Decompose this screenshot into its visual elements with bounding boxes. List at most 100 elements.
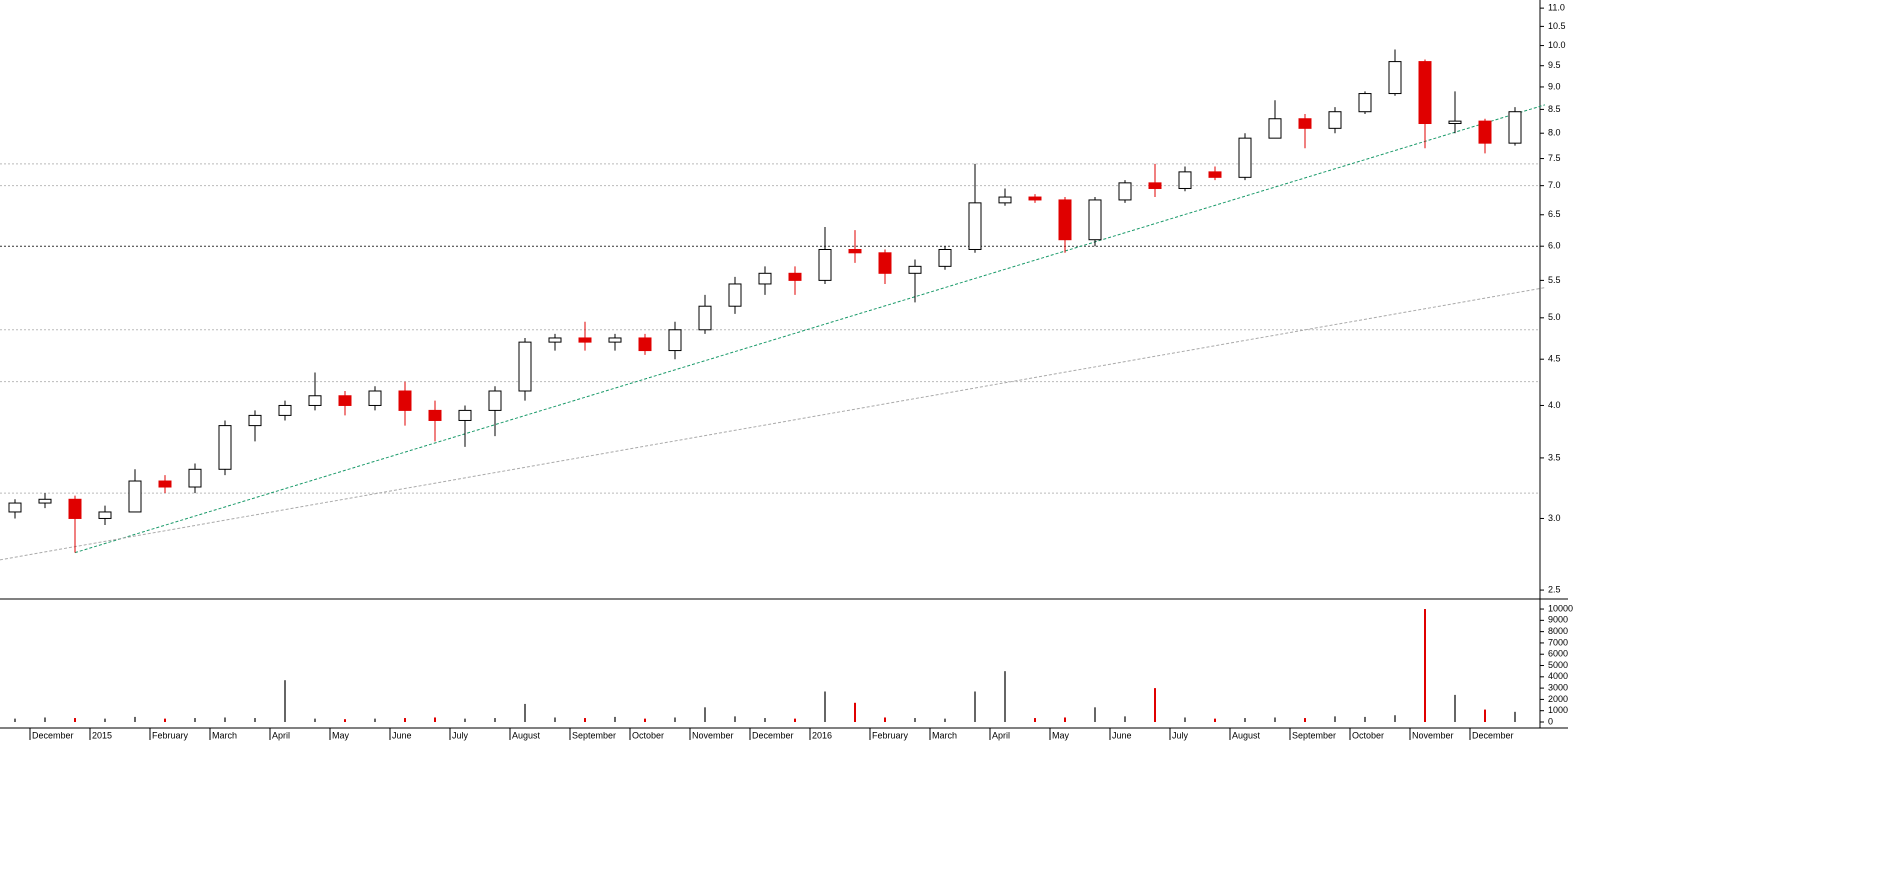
volume-tick-label: 3000 <box>1548 682 1568 692</box>
y-tick-label: 11.0 <box>1548 3 1565 13</box>
candle-body <box>128 480 142 513</box>
volume-bar <box>74 718 76 722</box>
candle-body <box>308 395 322 406</box>
volume-bar <box>224 717 226 722</box>
volume-bar <box>644 718 646 722</box>
candle-body <box>1178 171 1192 189</box>
volume-bar <box>314 718 316 722</box>
y-tick-label: 9.0 <box>1548 81 1561 91</box>
y-tick-label: 5.0 <box>1548 312 1561 322</box>
volume-bar <box>1304 718 1306 722</box>
x-tick-label: March <box>212 730 237 740</box>
volume-bar <box>1154 688 1156 722</box>
y-tick-label: 3.5 <box>1548 452 1561 462</box>
candle-body <box>338 395 352 406</box>
candle-body <box>368 390 382 406</box>
candle-body <box>1118 182 1132 201</box>
candle-body <box>818 248 832 281</box>
candle-body <box>518 341 532 392</box>
trendline <box>0 287 1546 561</box>
x-tick-label: July <box>1172 730 1189 740</box>
x-tick-label: December <box>32 730 74 740</box>
volume-bar <box>614 716 616 722</box>
candle-body <box>248 414 262 427</box>
candle-body <box>878 252 892 274</box>
x-tick-label: December <box>1472 730 1514 740</box>
candle-body <box>428 409 442 421</box>
volume-bar <box>794 718 796 722</box>
volume-bar <box>44 717 46 722</box>
candle-body <box>788 272 802 281</box>
volume-bar <box>1334 716 1336 722</box>
volume-bar <box>1454 694 1456 722</box>
candle-body <box>1298 118 1312 129</box>
candle-body <box>458 409 472 421</box>
volume-bar <box>1124 716 1126 722</box>
candle-body <box>968 202 982 250</box>
volume-bar <box>1394 715 1396 722</box>
candle-body <box>728 283 742 307</box>
candle-body <box>908 265 922 274</box>
volume-bar <box>1244 718 1246 722</box>
trendline <box>74 104 1546 554</box>
x-tick-label: September <box>572 730 616 740</box>
volume-bar <box>254 718 256 722</box>
y-tick-label: 4.0 <box>1548 400 1561 410</box>
volume-bar <box>464 718 466 722</box>
volume-bar <box>704 707 706 722</box>
volume-bar <box>584 718 586 722</box>
y-tick-label: 8.5 <box>1548 104 1561 114</box>
volume-tick-label: 2000 <box>1548 694 1568 704</box>
volume-tick-label: 9000 <box>1548 615 1568 625</box>
y-tick-label: 9.5 <box>1548 60 1561 70</box>
volume-bar <box>374 718 376 722</box>
volume-bar <box>1274 717 1276 722</box>
volume-tick-label: 0 <box>1548 716 1553 726</box>
candle-body <box>398 390 412 411</box>
candle-body <box>1328 111 1342 129</box>
volume-tick-label: 7000 <box>1548 637 1568 647</box>
y-tick-label: 2.5 <box>1548 584 1561 594</box>
volume-bar <box>824 691 826 722</box>
volume-bar <box>764 718 766 722</box>
candle-body <box>1148 182 1162 189</box>
volume-bar <box>1064 717 1066 722</box>
candle-body <box>848 248 862 254</box>
volume-bar <box>1004 671 1006 722</box>
volume-tick-label: 5000 <box>1548 660 1568 670</box>
candle-body <box>278 404 292 416</box>
x-tick-label: February <box>872 730 909 740</box>
candle-body <box>1388 61 1402 95</box>
candle-body <box>1358 93 1372 113</box>
volume-bar <box>134 716 136 722</box>
y-tick-label: 6.5 <box>1548 209 1561 219</box>
candle-body <box>1418 61 1432 125</box>
x-tick-label: August <box>512 730 541 740</box>
volume-bar <box>914 718 916 722</box>
x-tick-label: October <box>1352 730 1384 740</box>
volume-bar <box>494 718 496 722</box>
candle-body <box>578 337 592 343</box>
volume-bar <box>1034 718 1036 722</box>
volume-tick-label: 1000 <box>1548 705 1568 715</box>
x-tick-label: June <box>1112 730 1132 740</box>
candle-body <box>698 305 712 331</box>
candle-body <box>218 425 232 470</box>
volume-bar <box>404 718 406 722</box>
candle-body <box>668 329 682 352</box>
candle-body <box>1478 120 1492 144</box>
candle-body <box>998 196 1012 204</box>
volume-bar <box>1364 716 1366 722</box>
y-tick-label: 8.0 <box>1548 128 1561 138</box>
x-tick-label: May <box>1052 730 1070 740</box>
volume-bar <box>434 717 436 722</box>
volume-tick-label: 4000 <box>1548 671 1568 681</box>
x-tick-label: 2016 <box>812 730 832 740</box>
volume-tick-label: 8000 <box>1548 626 1568 636</box>
volume-bar <box>104 718 106 722</box>
y-tick-label: 6.0 <box>1548 241 1561 251</box>
volume-bar <box>344 719 346 722</box>
candle-body <box>1448 120 1462 125</box>
volume-bar <box>194 718 196 722</box>
